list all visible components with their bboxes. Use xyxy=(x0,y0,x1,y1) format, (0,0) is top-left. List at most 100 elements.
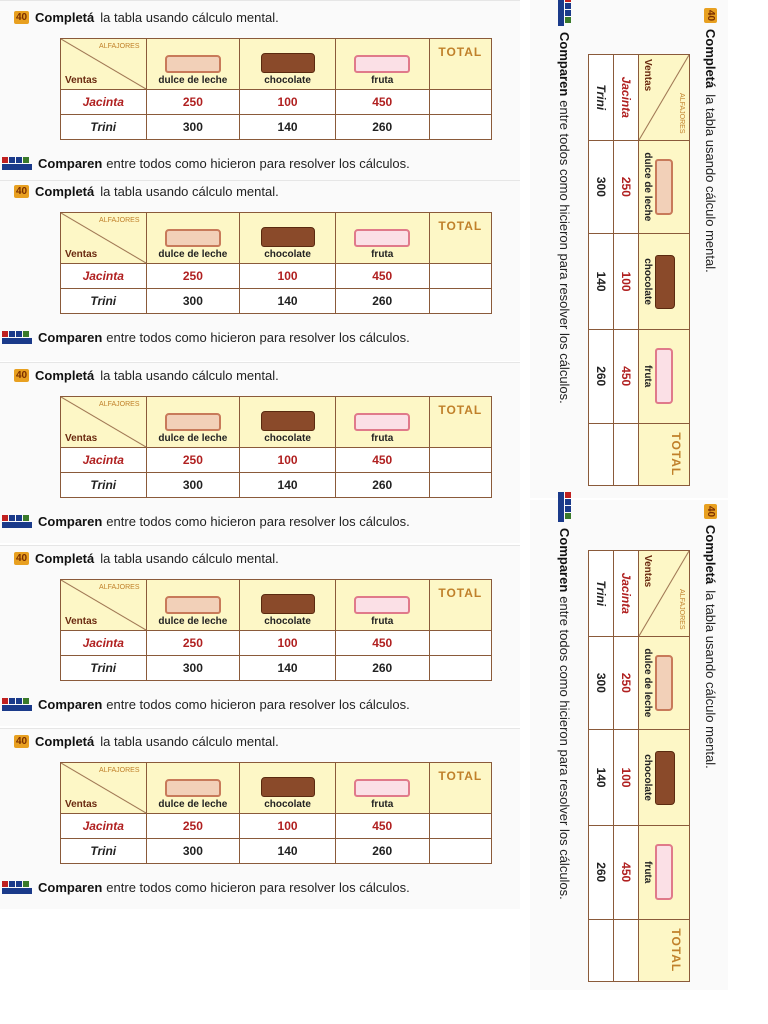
task-text: la tabla usando cálculo mental. xyxy=(100,734,279,749)
closing-instruction: Comparen entre todos como hicieron para … xyxy=(2,330,410,345)
column-fruta: fruta xyxy=(638,329,690,424)
column-dulce-de-leche: dulce de leche xyxy=(638,140,690,234)
cell-value: 250 xyxy=(613,636,639,730)
closing-verb: Comparen xyxy=(38,880,103,895)
column-chocolate: chocolate xyxy=(239,762,336,814)
total-cell-empty[interactable] xyxy=(428,472,493,498)
dulce-de-leche-alfajor-icon xyxy=(164,229,221,247)
total-cell-empty[interactable] xyxy=(428,838,493,864)
exercise-block: 40 Completá la tabla usando cálculo ment… xyxy=(0,730,520,910)
closing-verb: Comparen xyxy=(557,528,572,593)
cell-value: 450 xyxy=(334,89,430,115)
exercise-number-badge: 40 xyxy=(14,735,29,748)
total-cell-empty[interactable] xyxy=(428,263,493,289)
exercise-block-rotated: 40 Completá la tabla usando cálculo ment… xyxy=(542,0,722,514)
column-total: TOTAL xyxy=(428,396,493,448)
column-chocolate: chocolate xyxy=(239,396,336,448)
column-dulce-de-leche: dulce de leche xyxy=(145,579,241,631)
closing-verb: Comparen xyxy=(38,156,103,171)
closing-text: entre todos como hicieron para resolver … xyxy=(106,514,410,529)
task-text: la tabla usando cálculo mental. xyxy=(100,10,279,25)
column-total: TOTAL xyxy=(428,212,493,264)
closing-instruction: Comparen entre todos como hicieron para … xyxy=(2,880,410,895)
cell-value: 450 xyxy=(613,825,639,920)
total-cell-empty[interactable] xyxy=(588,423,614,486)
corner-sales-label: Ventas xyxy=(642,59,653,92)
corner-sales-label: Ventas xyxy=(65,616,98,627)
sales-table: ALFAJORES Ventas dulce de leche chocolat… xyxy=(60,38,493,140)
row-label: Trini xyxy=(588,550,614,637)
table-row-trini: Trini 300 140 260 xyxy=(60,472,493,498)
sales-table: ALFAJORES Ventas dulce de leche chocolat… xyxy=(588,54,690,486)
total-cell-empty[interactable] xyxy=(428,114,493,140)
table-row-jacinta: Jacinta 250 100 450 xyxy=(60,89,493,115)
closing-verb: Comparen xyxy=(38,697,103,712)
total-cell-empty[interactable] xyxy=(428,655,493,681)
group-work-icon xyxy=(558,0,572,28)
closing-verb: Comparen xyxy=(38,514,103,529)
cell-value: 140 xyxy=(588,233,614,330)
exercise-number-badge: 40 xyxy=(14,369,29,382)
column-dulce-de-leche: dulce de leche xyxy=(145,762,241,814)
closing-text: entre todos como hicieron para resolver … xyxy=(106,156,410,171)
dulce-de-leche-alfajor-icon xyxy=(655,158,673,215)
cell-value: 450 xyxy=(334,813,430,839)
total-cell-empty[interactable] xyxy=(588,919,614,982)
task-text: la tabla usando cálculo mental. xyxy=(100,368,279,383)
dulce-de-leche-alfajor-icon xyxy=(164,55,221,73)
task-verb: Completá xyxy=(35,10,95,25)
group-work-icon xyxy=(2,330,34,345)
sales-table: ALFAJORES Ventas dulce de leche chocolat… xyxy=(60,396,493,498)
task-instruction: 40 Completá la tabla usando cálculo ment… xyxy=(703,504,718,769)
exercise-block: 40 Completá la tabla usando cálculo ment… xyxy=(0,6,520,186)
total-cell-empty[interactable] xyxy=(428,89,493,115)
total-cell-empty[interactable] xyxy=(613,919,639,982)
table-corner-cell: ALFAJORES Ventas xyxy=(60,212,147,264)
cell-value: 260 xyxy=(334,114,430,140)
group-work-icon xyxy=(2,156,34,171)
fruta-alfajor-icon xyxy=(655,348,673,405)
total-cell-empty[interactable] xyxy=(428,630,493,656)
cell-value: 260 xyxy=(334,838,430,864)
cell-value: 140 xyxy=(239,838,336,864)
corner-sales-label: Ventas xyxy=(65,799,98,810)
column-fruta: fruta xyxy=(334,762,430,814)
row-label: Jacinta xyxy=(60,630,147,656)
chocolate-alfajor-icon xyxy=(260,411,315,431)
closing-instruction: Comparen entre todos como hicieron para … xyxy=(2,156,410,171)
table-row-jacinta: Jacinta 250 100 450 xyxy=(60,263,493,289)
row-label: Trini xyxy=(60,114,147,140)
fruta-alfajor-icon xyxy=(354,596,411,614)
row-label: Trini xyxy=(588,54,614,141)
task-verb: Completá xyxy=(35,551,95,566)
cell-value: 450 xyxy=(334,447,430,473)
table-row-trini: Trini 300 140 260 xyxy=(588,550,614,982)
cell-value: 140 xyxy=(239,288,336,314)
closing-instruction: Comparen entre todos como hicieron para … xyxy=(2,514,410,529)
column-fruta: fruta xyxy=(334,396,430,448)
column-dulce-de-leche: dulce de leche xyxy=(145,396,241,448)
cell-value: 260 xyxy=(588,329,614,424)
row-label: Jacinta xyxy=(60,813,147,839)
cell-value: 260 xyxy=(334,655,430,681)
sales-table: ALFAJORES Ventas dulce de leche chocolat… xyxy=(60,762,493,864)
chocolate-alfajor-icon xyxy=(655,254,675,309)
column-chocolate: chocolate xyxy=(638,729,690,826)
closing-text: entre todos como hicieron para resolver … xyxy=(557,596,572,900)
total-cell-empty[interactable] xyxy=(428,447,493,473)
row-label: Trini xyxy=(60,288,147,314)
closing-verb: Comparen xyxy=(38,330,103,345)
group-work-icon xyxy=(2,514,34,529)
total-cell-empty[interactable] xyxy=(428,288,493,314)
corner-product-label: ALFAJORES xyxy=(99,43,140,50)
fruta-alfajor-icon xyxy=(354,55,411,73)
dulce-de-leche-alfajor-icon xyxy=(164,413,221,431)
column-chocolate: chocolate xyxy=(239,212,336,264)
cell-value: 250 xyxy=(145,813,241,839)
cell-value: 250 xyxy=(145,630,241,656)
column-fruta: fruta xyxy=(334,212,430,264)
total-cell-empty[interactable] xyxy=(613,423,639,486)
row-label: Trini xyxy=(60,472,147,498)
total-cell-empty[interactable] xyxy=(428,813,493,839)
